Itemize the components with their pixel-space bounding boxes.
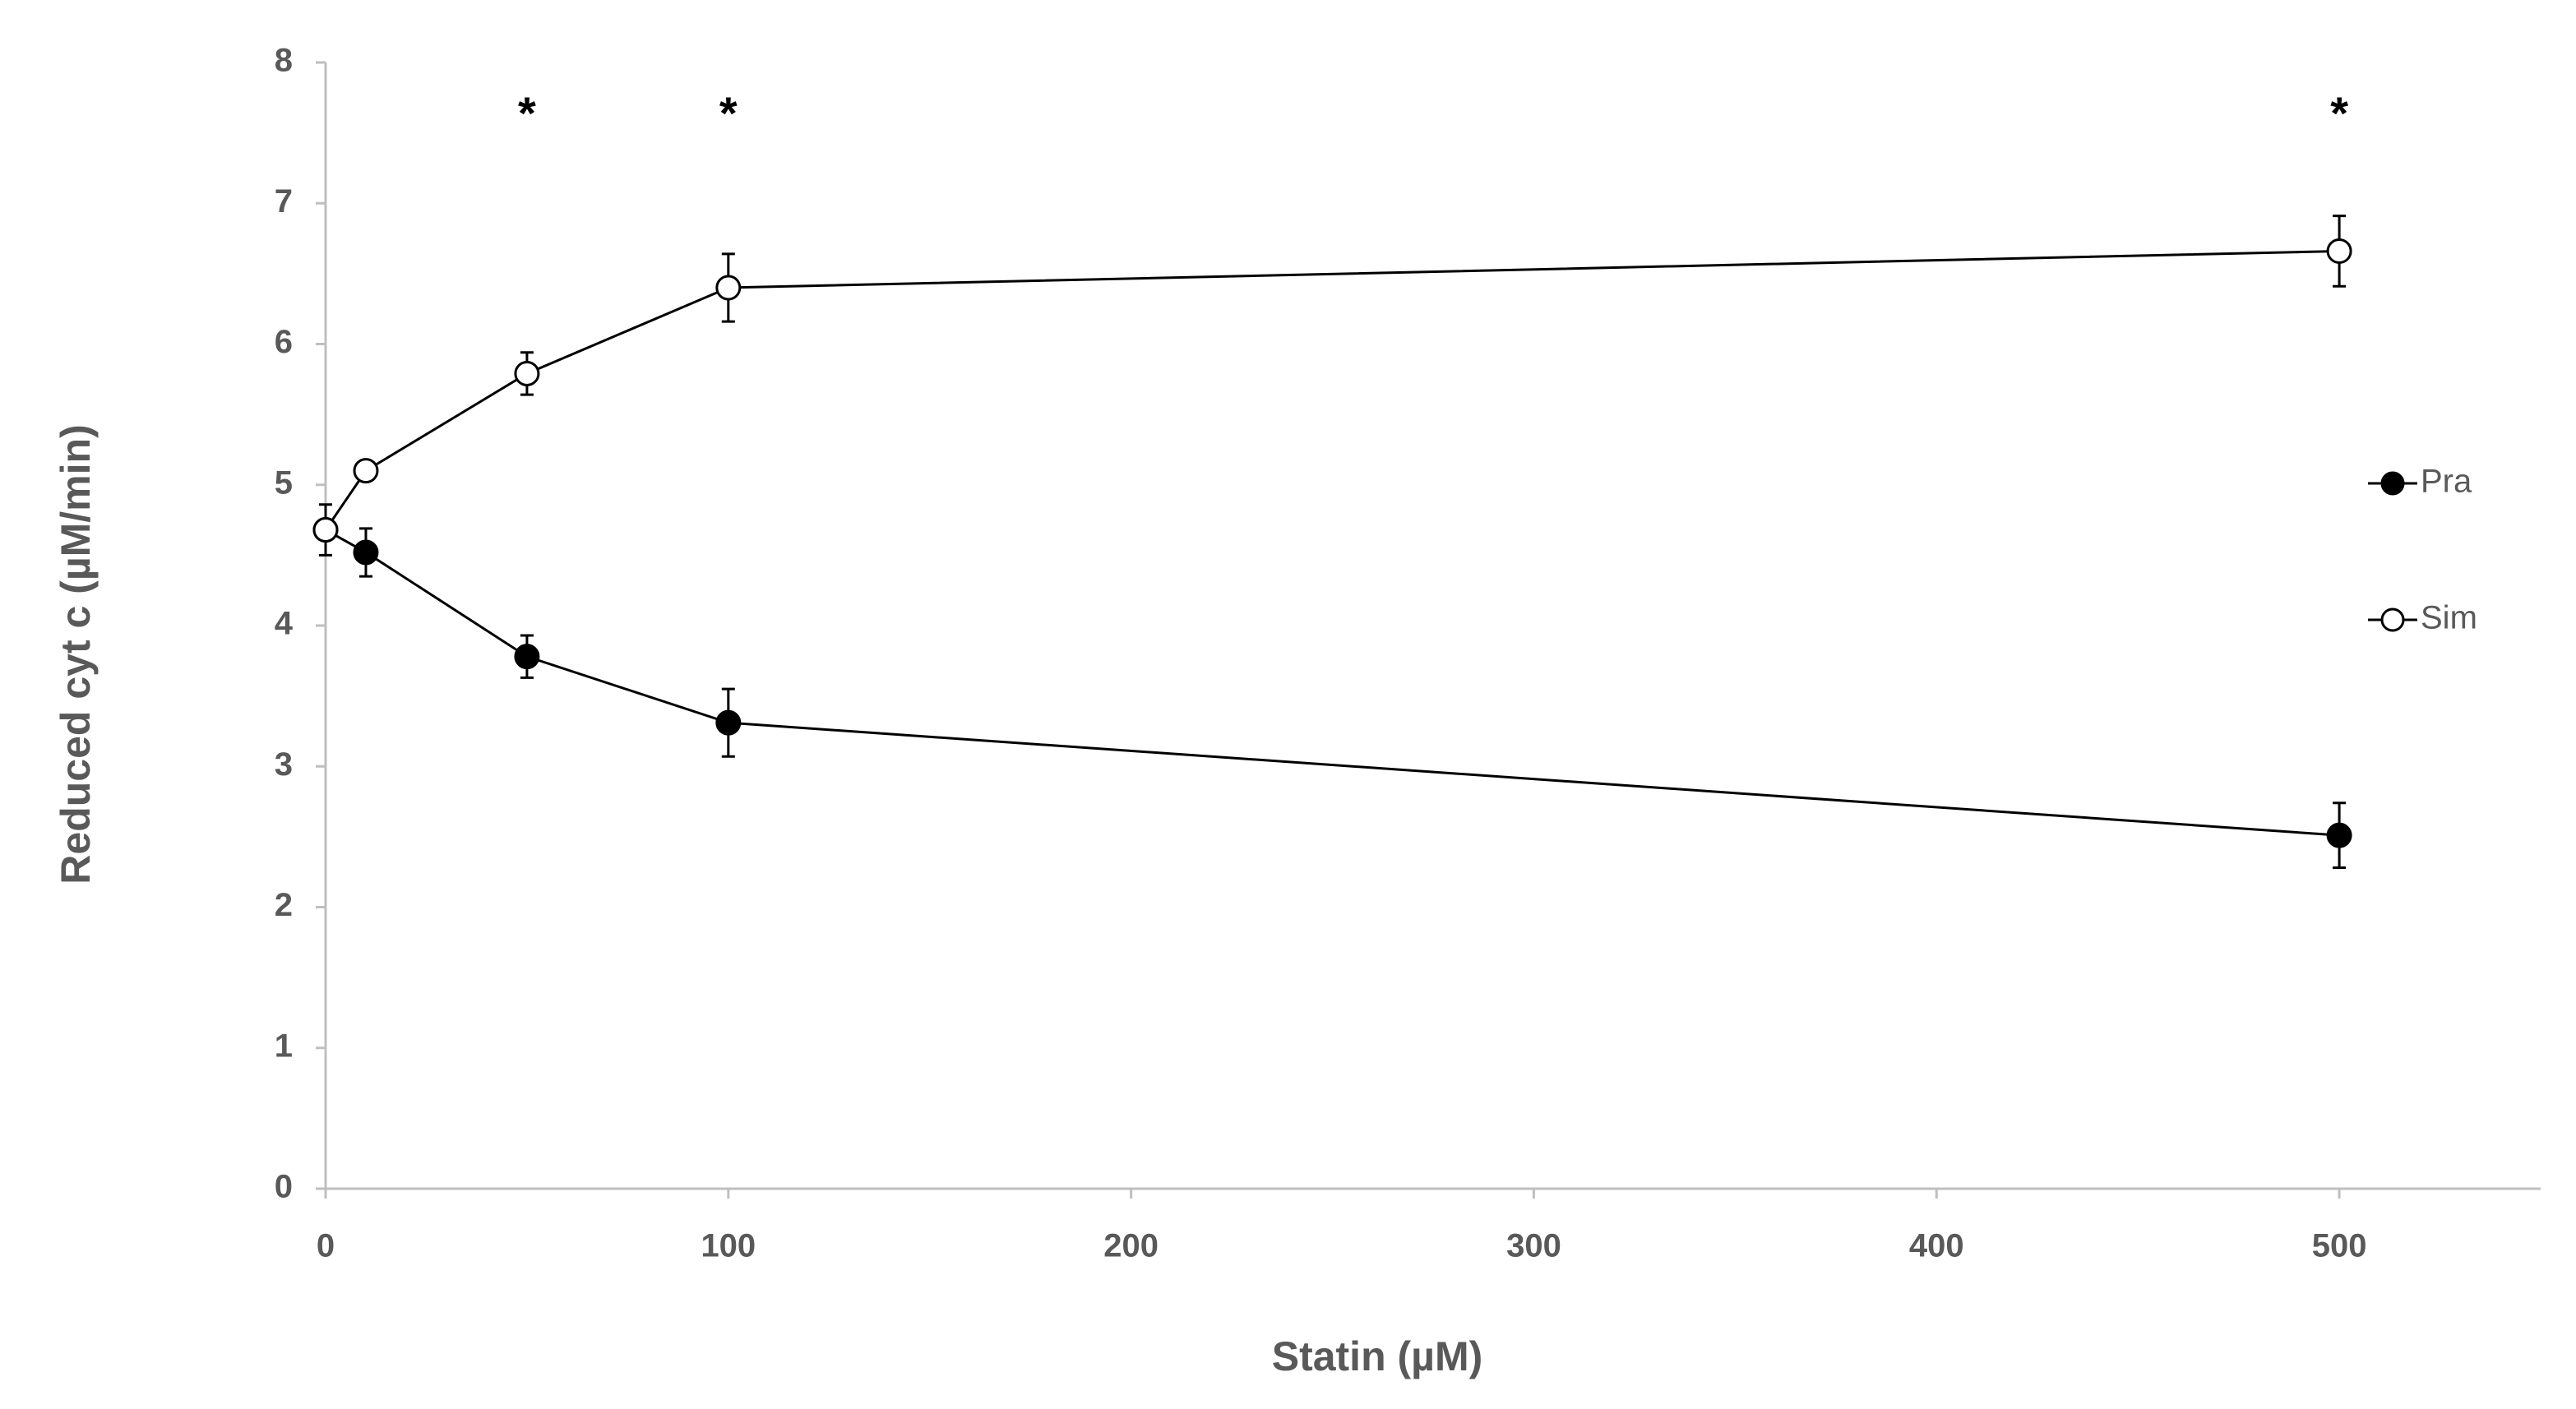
significance-mark: * [719, 87, 738, 139]
x-tick-label: 0 [317, 1228, 335, 1264]
legend-marker [2380, 607, 2405, 632]
marker [2326, 238, 2352, 264]
significance-mark: * [518, 87, 536, 139]
y-tick-label: 3 [275, 746, 293, 783]
x-tick-label: 300 [1506, 1228, 1561, 1264]
significance-mark: * [2330, 87, 2348, 139]
legend-label: Sim [2421, 600, 2477, 636]
marker [353, 539, 379, 566]
marker [715, 275, 742, 301]
y-tick-label: 8 [275, 43, 293, 79]
x-tick-label: 400 [1909, 1228, 1964, 1264]
y-tick-label: 1 [275, 1028, 293, 1064]
legend-marker [2380, 471, 2405, 496]
marker [514, 360, 540, 386]
series-line [325, 529, 2340, 837]
marker [312, 517, 339, 543]
y-tick-label: 6 [275, 324, 293, 360]
marker [353, 458, 379, 484]
y-axis-label: Reduced cyt c (µM/min) [53, 424, 99, 884]
y-tick-label: 0 [275, 1169, 293, 1205]
y-tick-label: 4 [275, 606, 294, 642]
y-tick-label: 7 [275, 183, 293, 219]
x-tick-label: 200 [1103, 1228, 1159, 1264]
x-tick-label: 500 [2312, 1228, 2367, 1264]
x-tick-label: 100 [701, 1228, 756, 1264]
marker [2326, 822, 2352, 848]
x-axis-label: Statin (µM) [1272, 1333, 1483, 1379]
y-tick-label: 2 [275, 887, 293, 923]
marker [514, 644, 540, 670]
legend-label: Pra [2421, 464, 2472, 500]
marker [715, 709, 742, 736]
series-line [324, 249, 2340, 531]
y-tick-label: 5 [275, 464, 293, 501]
